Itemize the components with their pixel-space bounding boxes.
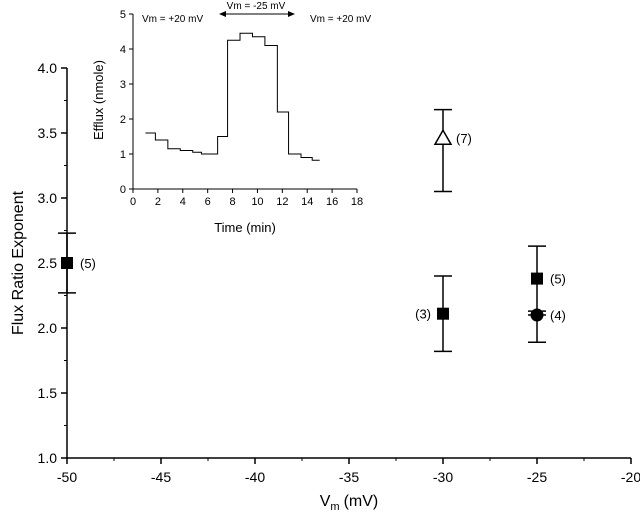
main-x-ticks: -50 -45 -40 -35 -30 -25 -20 [57,458,640,485]
inset-annotation-left: Vm = +20 mV [142,14,203,25]
inset-y-tick-label: 5 [120,9,126,21]
inset-y-tick-label: 1 [120,149,126,161]
data-point-square [61,257,73,269]
x-axis-title: Vm (mV) [320,493,379,513]
sample-size-label: (3) [415,307,431,322]
sample-size-label: (5) [550,272,566,287]
inset-x-axis-title: Time (min) [214,220,276,235]
x-tick-label: -20 [621,469,640,485]
x-tick-label: -45 [151,469,171,485]
x-tick-label: -35 [339,469,359,485]
main-data-points: (5) (3) (7) (5) (4) [58,108,566,353]
inset-x-tick-label: 6 [205,196,211,208]
data-point-square [437,307,449,320]
inset-x-tick-label: 18 [351,196,363,208]
sample-size-label: (5) [80,256,96,271]
data-point-open-triangle [433,128,453,145]
inset-annotation-middle: Vm = -25 mV [227,1,286,12]
inset-x-tick-label: 16 [326,196,338,208]
sample-size-label: (4) [550,308,566,323]
inset-x-tick-label: 4 [180,196,186,208]
inset-x-tick-label: 0 [130,196,136,208]
inset-x-tick-label: 2 [155,196,161,208]
inset-annotation-arrow-left-head [219,11,226,17]
data-point-circle [530,308,544,322]
main-y-ticks: 1.0 1.5 2.0 2.5 3.0 3.5 4.0 [38,60,67,466]
x-tick-label: -25 [527,469,547,485]
inset-y-tick-label: 4 [120,44,126,56]
x-tick-label: -40 [245,469,265,485]
inset-x-ticks: 0 2 4 6 8 10 12 14 16 18 [130,189,363,208]
sample-size-label: (7) [456,131,472,146]
x-axis-title-subscript: m [330,501,339,513]
y-axis-title: Flux Ratio Exponent [10,190,27,335]
inset-annotation-right: Vm = +20 mV [310,14,371,25]
y-tick-label: 2.5 [38,255,58,271]
y-tick-label: 1.0 [38,450,58,466]
inset-y-ticks: 0 1 2 3 4 5 [120,9,133,196]
inset-y-tick-label: 3 [120,79,126,91]
inset-x-tick-label: 14 [301,196,313,208]
inset-y-tick-label: 0 [120,184,126,196]
inset-y-axis-title: Efflux (nmole) [91,60,106,140]
y-tick-label: 1.5 [38,385,58,401]
inset-annotation-arrow-right-head [288,11,295,17]
y-tick-label: 3.0 [38,190,58,206]
inset-y-tick-label: 2 [120,114,126,126]
inset-efflux-trace [145,32,320,161]
y-tick-label: 3.5 [38,125,58,141]
inset-x-tick-label: 10 [251,196,263,208]
y-tick-label: 4.0 [38,60,58,76]
x-axis-title-unit: (mV) [344,493,379,510]
x-tick-label: -30 [433,469,453,485]
inset-x-tick-label: 8 [229,196,235,208]
x-tick-label: -50 [57,469,77,485]
y-tick-label: 2.0 [38,320,58,336]
inset-x-tick-label: 12 [276,196,288,208]
x-axis-title-symbol: V [320,493,331,510]
data-point-square [531,272,543,285]
